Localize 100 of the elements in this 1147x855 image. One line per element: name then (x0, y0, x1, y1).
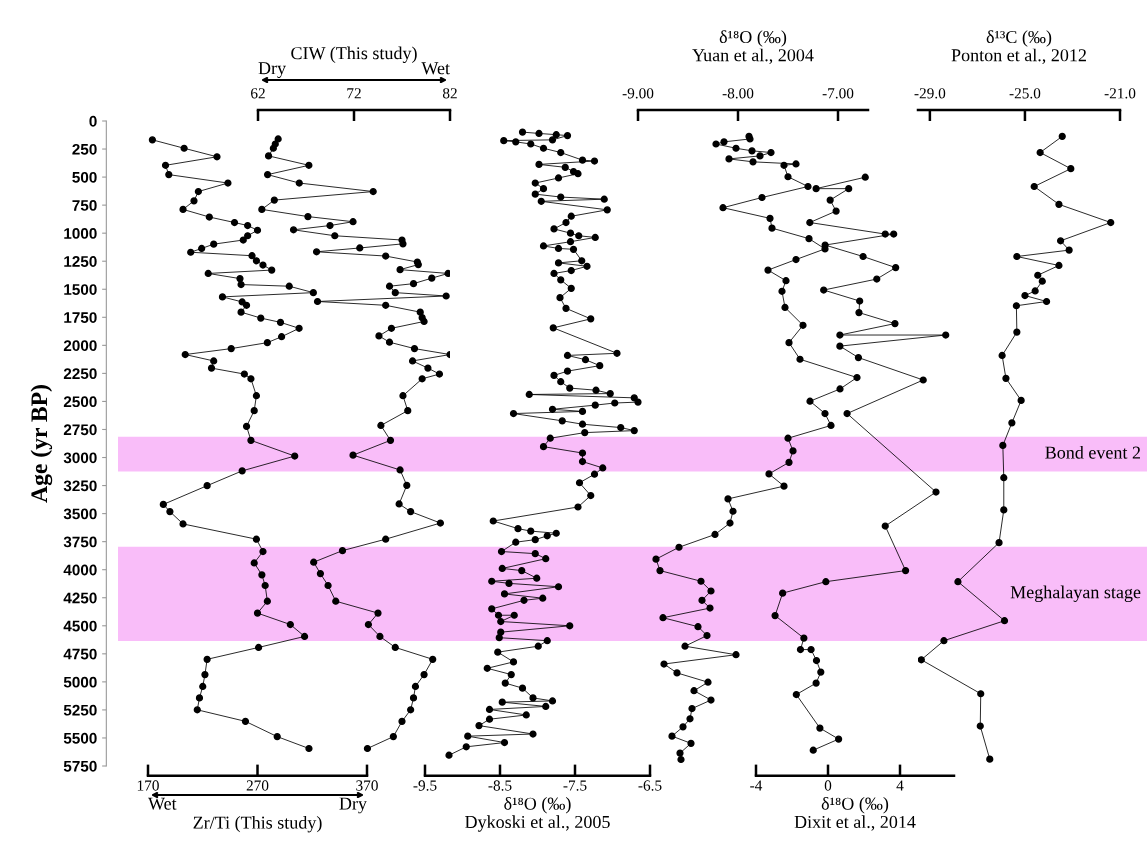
point (826, 196, 834, 204)
point (873, 275, 881, 283)
y-tick-label: 2250 (63, 368, 97, 380)
y-tick-label: 250 (72, 143, 97, 155)
x-tick-label: -29.0 (914, 88, 946, 99)
point (1002, 374, 1010, 382)
y-tick-label: 5000 (63, 676, 97, 688)
point (891, 319, 899, 328)
point (998, 351, 1006, 360)
point (932, 488, 940, 496)
x-axis-title: δ¹⁸O (‰) Yuan et al., 2004 (692, 30, 814, 64)
y-tick-label: 4000 (63, 564, 97, 576)
point (1000, 617, 1009, 625)
point (1017, 396, 1025, 405)
x-tick-label: 4 (896, 780, 904, 791)
point (986, 755, 994, 763)
point (1013, 252, 1021, 261)
point (806, 218, 814, 227)
point (999, 441, 1007, 450)
point (1056, 237, 1065, 245)
x-tick-label: -4 (750, 780, 763, 791)
point (820, 286, 828, 294)
y-tick-label: 1250 (64, 256, 97, 267)
point (836, 342, 844, 350)
point (796, 645, 805, 654)
x-tick-label: 270 (246, 780, 269, 791)
y-tick-label: 1000 (64, 228, 97, 239)
y-tick-label: 2500 (63, 396, 97, 408)
point (822, 578, 830, 586)
x-tick-label: -9.00 (622, 88, 654, 99)
point (807, 645, 815, 654)
x-tick-label: -6.5 (638, 780, 662, 791)
point (1058, 132, 1066, 140)
point (1107, 218, 1115, 227)
point (1055, 200, 1063, 208)
point (881, 230, 889, 238)
y-tick-label: 5750 (63, 760, 97, 772)
x-tick-label: -7.00 (822, 88, 854, 99)
point (812, 656, 821, 665)
point (809, 746, 817, 754)
point (1013, 328, 1021, 336)
point (771, 611, 779, 620)
point (881, 522, 889, 530)
point (942, 331, 950, 339)
x-tick-label: -8.5 (488, 780, 512, 791)
point (816, 724, 824, 732)
y-tick-label: 0 (89, 115, 97, 127)
x-axis-title: δ¹³C (‰) Ponton et al., 2012 (951, 30, 1086, 64)
text: Wet (421, 62, 450, 75)
point (1067, 165, 1075, 173)
point (1055, 261, 1063, 270)
x-tick-label: -9.5 (413, 780, 437, 791)
text: Dry (339, 797, 367, 814)
point (779, 589, 787, 597)
point (901, 566, 910, 575)
point (1042, 297, 1051, 306)
y-tick-label: 750 (72, 200, 97, 211)
point (890, 230, 898, 238)
y-tick-label: 3500 (63, 508, 97, 520)
x-tick-label: 170 (137, 780, 159, 791)
point (817, 668, 825, 676)
point (1034, 271, 1042, 279)
x-tick-label: 370 (356, 780, 378, 791)
y-tick-label: 1500 (64, 284, 97, 295)
point (835, 735, 843, 743)
point (843, 409, 851, 418)
x-tick-label: 62 (251, 88, 265, 99)
point (854, 353, 863, 362)
y-tick-label: 5500 (63, 732, 97, 744)
x-tick-label: -7.5 (563, 780, 587, 791)
point (812, 679, 820, 687)
x-tick-label: -21.0 (1104, 88, 1136, 99)
point (832, 207, 840, 215)
x-tick-label: 0 (824, 780, 832, 791)
x-tick-label: -8.00 (722, 88, 754, 99)
band-label: Meghalayan stage (1010, 585, 1141, 603)
point (1031, 287, 1039, 295)
point (856, 297, 864, 305)
point (861, 173, 869, 181)
point (1000, 474, 1008, 482)
point (1065, 246, 1073, 254)
text: Wet (148, 797, 177, 810)
point (836, 331, 844, 339)
point (1000, 506, 1008, 514)
y-tick-label: 2750 (63, 424, 97, 436)
point (1012, 302, 1020, 310)
y-tick-label: 3750 (63, 536, 97, 548)
y-tick-label: 4500 (63, 620, 97, 632)
y-tick-label: 500 (72, 171, 97, 183)
point (977, 690, 985, 698)
point (1030, 182, 1038, 191)
x-axis-title: CIW (This study) (291, 46, 417, 63)
x-tick-label: -25.0 (1009, 88, 1041, 99)
point (919, 376, 927, 384)
point (792, 690, 800, 699)
x-axis-title: δ¹⁸O (‰) Dixit et al., 2014 (794, 797, 916, 831)
point (1036, 148, 1044, 157)
point (859, 252, 867, 261)
y-tick-label: 2000 (63, 340, 97, 352)
y-tick-label: 4750 (63, 648, 97, 660)
